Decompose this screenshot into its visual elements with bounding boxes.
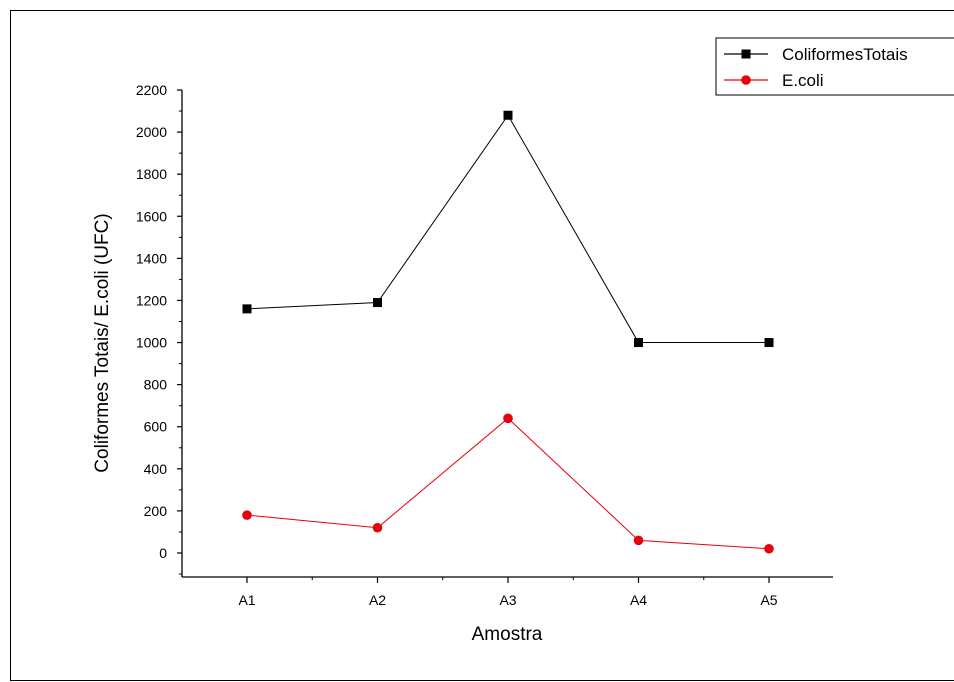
data-point xyxy=(633,535,644,546)
y-tick-label: 1800 xyxy=(136,166,167,182)
data-point xyxy=(503,413,513,424)
chart-frame xyxy=(10,10,954,681)
x-tick-label: A2 xyxy=(369,592,386,608)
y-tick-label: 1200 xyxy=(136,292,167,308)
data-point xyxy=(242,510,252,520)
x-tick-label: A4 xyxy=(630,592,647,608)
data-point xyxy=(373,298,382,308)
series-line-0 xyxy=(246,114,769,344)
data-point xyxy=(764,338,774,348)
y-tick-label: 0 xyxy=(159,545,167,561)
data-point xyxy=(764,543,774,554)
y-axis-title: Coliformes Totais/ E.coli (UFC) xyxy=(92,213,113,472)
y-tick-label: 1000 xyxy=(136,335,167,351)
legend-marker xyxy=(741,75,751,85)
data-point xyxy=(372,522,383,533)
y-tick-label: 1600 xyxy=(136,208,167,224)
legend-label: E.coli xyxy=(782,71,824,90)
data-point xyxy=(503,110,513,120)
series-layer xyxy=(242,110,774,554)
x-tick-label: A1 xyxy=(238,592,255,608)
y-tick-label: 2200 xyxy=(136,82,167,98)
legend-box xyxy=(715,37,954,96)
y-tick-label: 800 xyxy=(144,377,168,393)
y-tick-label: 600 xyxy=(144,419,168,435)
x-tick-label: A3 xyxy=(499,592,516,608)
y-tick-label: 400 xyxy=(144,461,168,477)
y-tick-label: 2000 xyxy=(136,124,167,140)
data-point xyxy=(242,304,252,314)
legend-marker xyxy=(741,49,751,59)
x-axis-title: Amostra xyxy=(472,624,543,645)
series-line-1 xyxy=(246,417,770,550)
legend-label: ColiformesTotais xyxy=(782,45,908,64)
axes: 0 200 400 600 800 1000 1200 1400 1600 1800 2000 220… xyxy=(136,82,833,608)
y-tick-label: 1400 xyxy=(136,250,167,266)
legend: ColiformesTotais E.coli xyxy=(715,37,954,96)
data-point xyxy=(634,338,643,348)
x-tick-label: A5 xyxy=(760,592,777,608)
y-tick-label: 200 xyxy=(144,503,168,519)
